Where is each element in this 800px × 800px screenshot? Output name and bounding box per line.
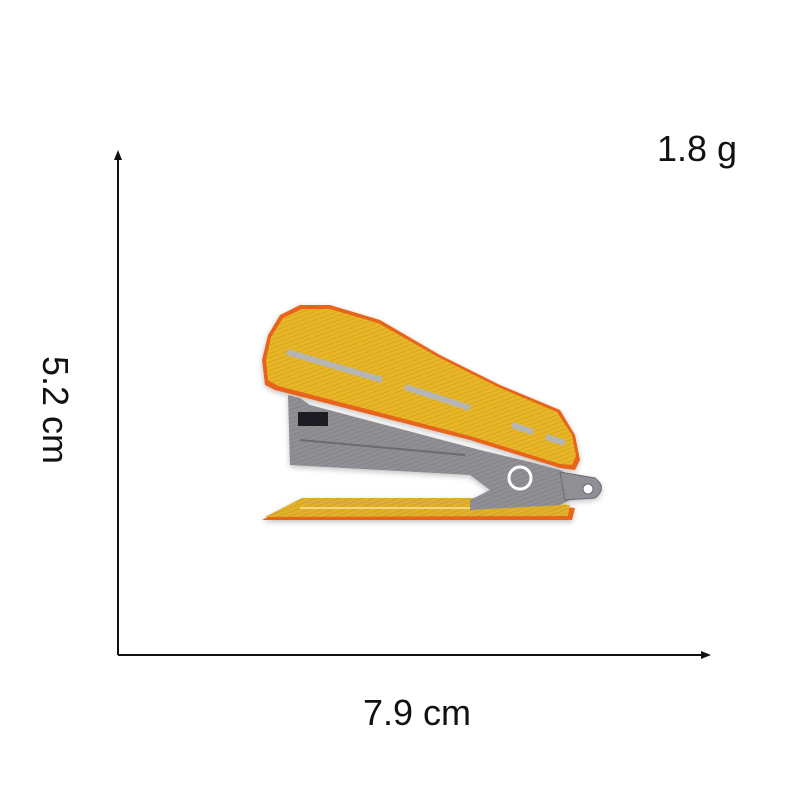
top-slot-marks [286,349,566,446]
width-dimension-label: 7.9 cm [363,692,472,733]
stapler-top [262,305,580,470]
vertical-axis-arrow-icon [114,150,122,160]
weight-label: 1.8 g [657,128,738,169]
hinge-pin [507,465,533,491]
height-dimension-label: 5.2 cm [35,355,76,465]
horizontal-axis-arrow-icon [701,651,711,659]
staple-slot [298,412,328,426]
stapler-body [288,395,602,510]
